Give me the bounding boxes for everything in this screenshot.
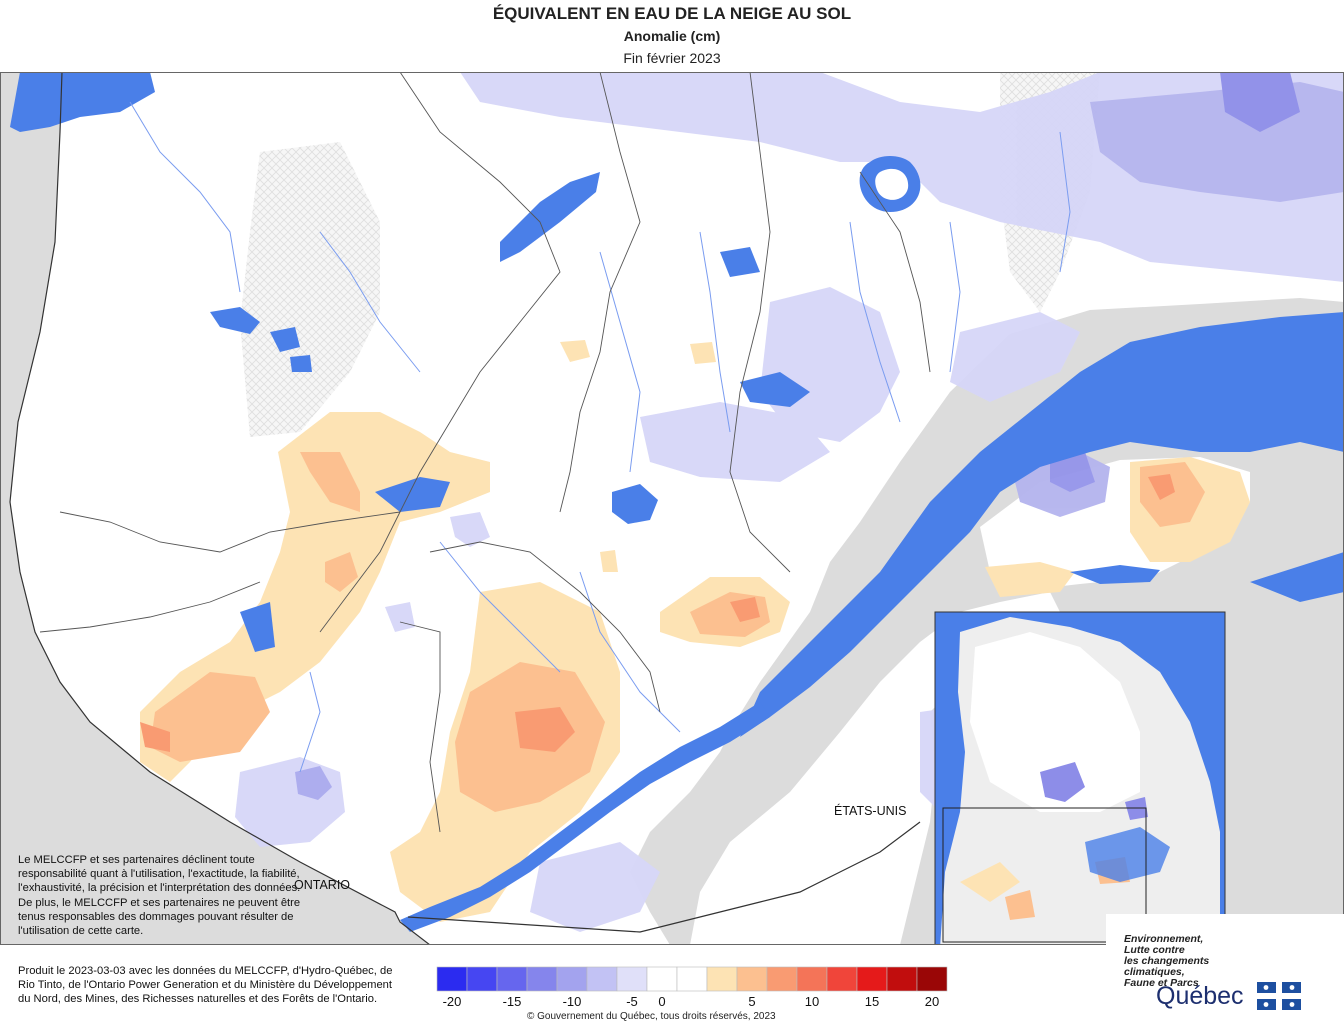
reservoir-manicouagan [859, 156, 921, 212]
legend-tick-label: 20 [924, 994, 940, 1009]
st-lawrence-river [400, 702, 770, 932]
legend-swatch [826, 966, 858, 992]
quebec-outline [9, 73, 430, 944]
credits-text: Produit le 2023-03-03 avec les données d… [18, 965, 393, 1006]
quebec-wordmark: Québec [1156, 982, 1244, 1010]
fleurdelise-icon [1257, 982, 1301, 1010]
boundaries [39, 73, 931, 833]
logo-box [1106, 914, 1344, 1026]
deficit-zones [235, 73, 1343, 932]
map-title: ÉQUIVALENT EN EAU DE LA NEIGE AU SOL [492, 4, 852, 23]
inset-map [934, 611, 1226, 944]
legend-swatch [496, 966, 528, 992]
ministry-line: Environnement, [1124, 933, 1204, 945]
ministry-line: climatiques, [1124, 966, 1185, 978]
map-period: Fin février 2023 [623, 50, 721, 66]
ministry-line: les changements [1124, 955, 1210, 967]
color-legend [436, 966, 948, 992]
copyright-text: © Gouvernement du Québec, tous droits ré… [527, 1011, 776, 1022]
legend-swatch [466, 966, 498, 992]
legend-swatch [646, 966, 678, 992]
legend-swatch [796, 966, 828, 992]
ministry-line: Faune et Parcs [1124, 977, 1199, 989]
no-data-zone-west [240, 142, 380, 437]
legend-swatch [706, 966, 738, 992]
disclaimer-text: Le MELCCFP et ses partenaires déclinent … [18, 854, 301, 938]
label-ontario: ONTARIO [294, 878, 351, 892]
legend-tick-label: -5 [626, 994, 638, 1009]
legend-tick-label: -20 [442, 994, 462, 1009]
legend-tick-label: 0 [658, 994, 666, 1009]
legend-tick-label: -15 [502, 994, 522, 1009]
water-bodies [10, 73, 1343, 932]
label-usa: ÉTATS-UNIS [834, 804, 907, 818]
james-bay-lakes [210, 307, 260, 334]
legend-swatch [916, 966, 948, 992]
legend-swatch [676, 966, 708, 992]
legend-tick-label: 10 [804, 994, 820, 1009]
ministry-line: Lutte contre [1124, 944, 1185, 956]
hudson-bay [10, 73, 155, 132]
legend-swatch [436, 966, 468, 992]
baie-chaleurs [1070, 565, 1160, 584]
lac-saint-jean [612, 484, 658, 524]
legend-swatch [526, 966, 558, 992]
anomaly-map [0, 72, 1344, 945]
map-subtitle: Anomalie (cm) [623, 28, 721, 44]
ministry-name: Environnement, Lutte contre les changeme… [1124, 934, 1209, 989]
south-shore [690, 592, 1060, 944]
legend-tick-label: -10 [562, 994, 582, 1009]
legend-tick-label: 15 [864, 994, 880, 1009]
legend-swatch [766, 966, 798, 992]
st-lawrence-gulf [740, 312, 1343, 737]
legend-swatch [736, 966, 768, 992]
legend-swatch [616, 966, 648, 992]
legend-swatch [886, 966, 918, 992]
legend-swatch [586, 966, 618, 992]
legend-swatch [556, 966, 588, 992]
legend-tick-label: 5 [748, 994, 756, 1009]
lac-mistassini [500, 172, 600, 262]
legend-swatch [856, 966, 888, 992]
